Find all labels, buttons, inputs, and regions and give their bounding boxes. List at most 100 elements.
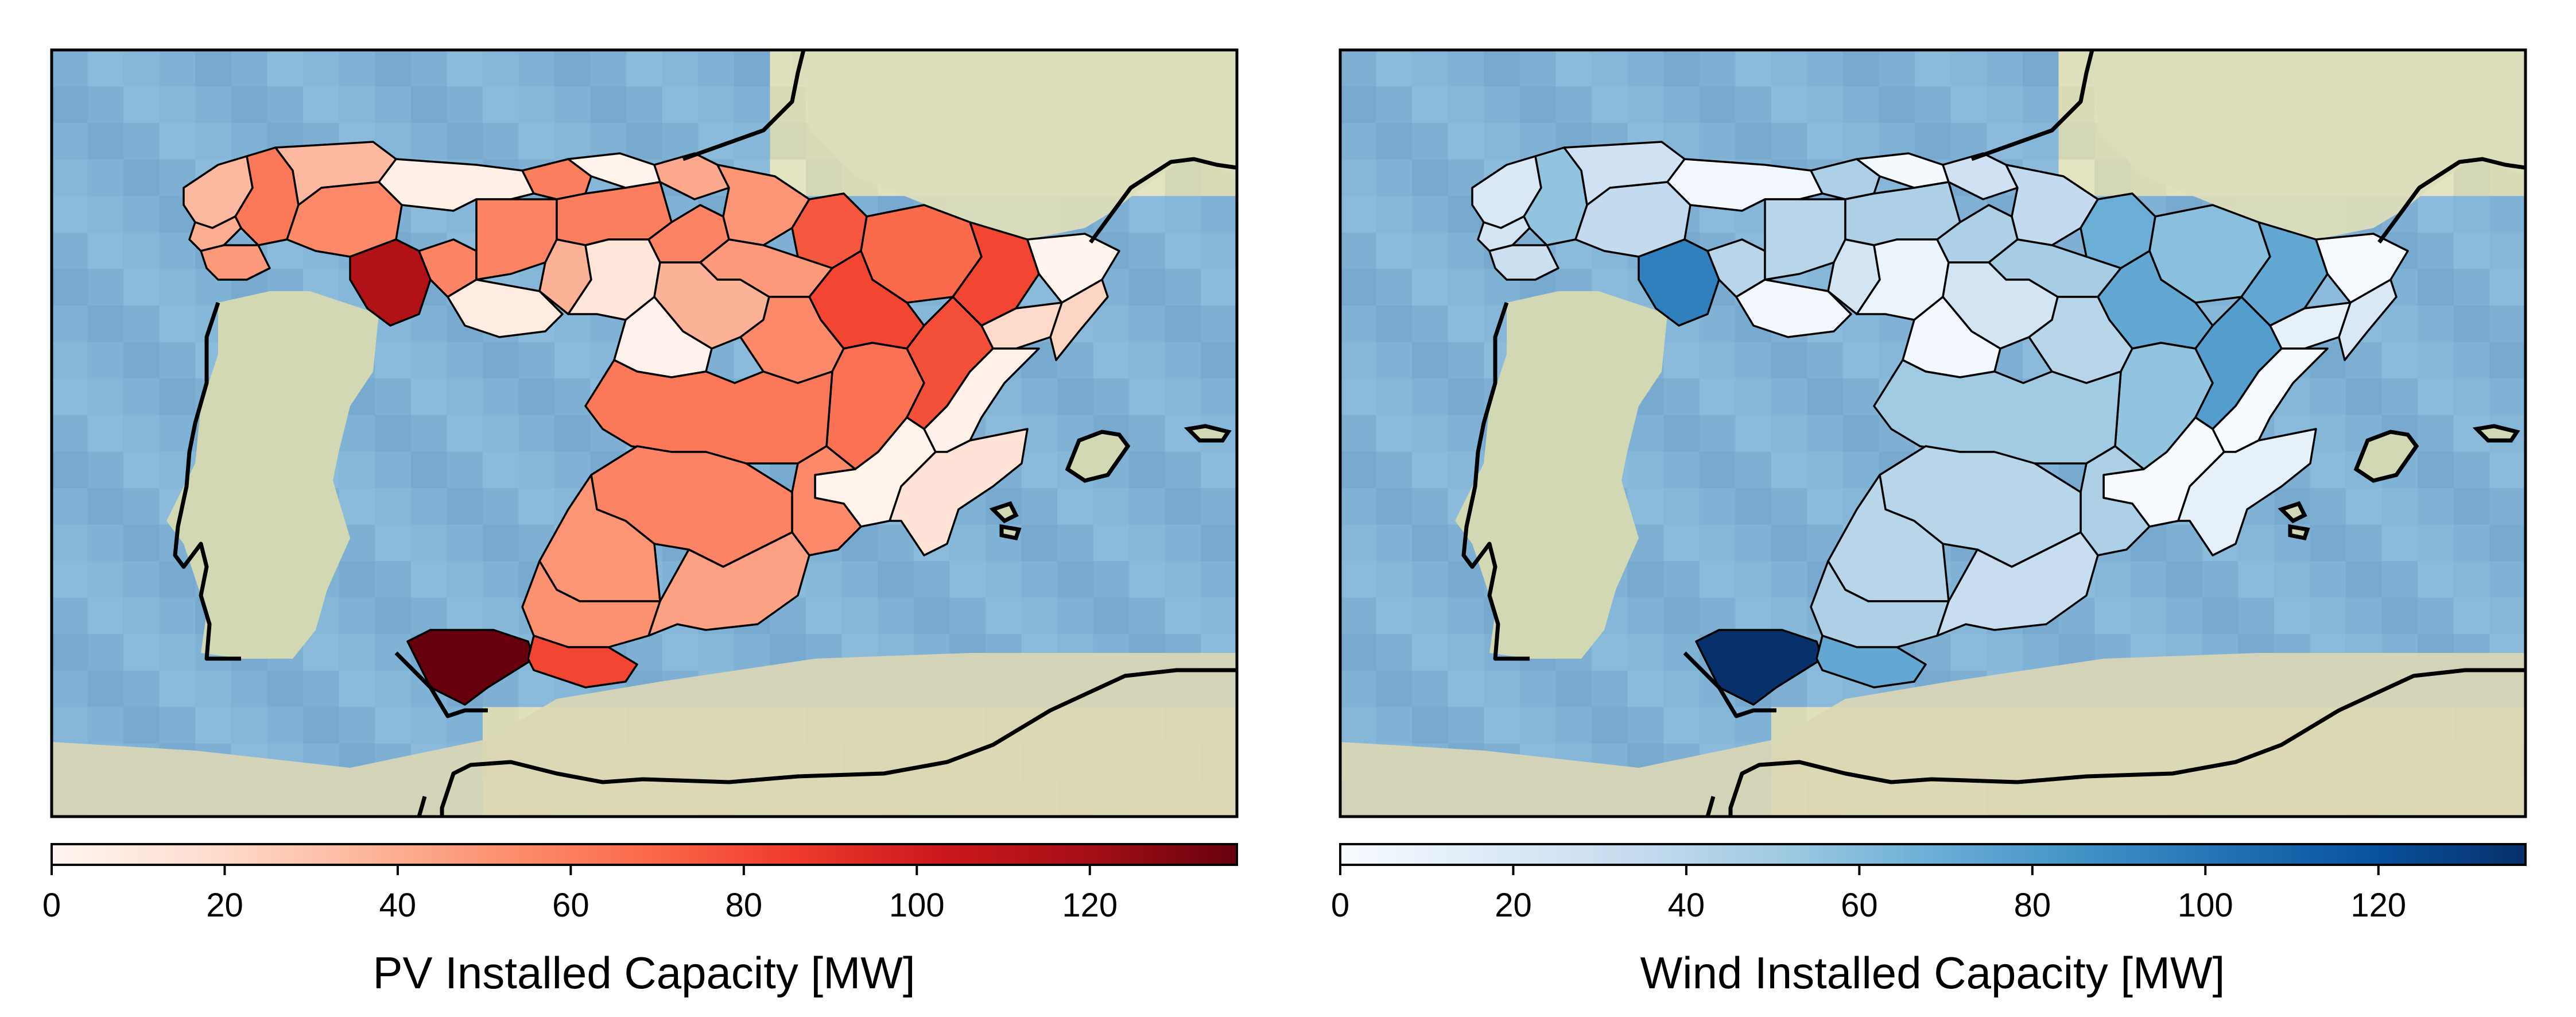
basemap-tile (52, 597, 88, 635)
basemap-tile (1201, 451, 1237, 489)
basemap-tile (1771, 597, 1808, 635)
basemap-tile (1592, 670, 1628, 708)
basemap-tile (1771, 378, 1808, 416)
basemap-tile (1021, 561, 1058, 598)
basemap-tile (1843, 342, 1880, 380)
basemap-tile (1807, 415, 1844, 453)
basemap-tile (1448, 707, 1485, 744)
basemap-tile (1129, 232, 1166, 270)
basemap-tile (1021, 451, 1058, 489)
colorbar-tick-label: 40 (379, 887, 417, 924)
basemap-tile (518, 378, 556, 416)
basemap-tile (1340, 378, 1377, 416)
colorbar-tick-label: 100 (2178, 887, 2233, 924)
basemap-tile (2130, 597, 2167, 635)
basemap-tile (447, 524, 483, 562)
province-region (200, 244, 271, 281)
basemap-tile (2094, 159, 2131, 197)
basemap-tile (410, 50, 448, 87)
basemap-tile (1165, 342, 1202, 380)
basemap-tile (195, 123, 232, 160)
basemap-tile (2418, 306, 2454, 343)
basemap-tile (482, 451, 519, 489)
pv-colorbar-title: PV Installed Capacity [MW] (373, 948, 915, 998)
basemap-tile (87, 123, 125, 160)
basemap-tile (1627, 451, 1665, 489)
basemap-tile (1376, 707, 1413, 744)
basemap-tile (1412, 707, 1449, 744)
basemap-tile (1376, 50, 1413, 87)
basemap-tile (123, 232, 160, 270)
basemap-tile (339, 670, 376, 708)
basemap-tile (1057, 524, 1094, 562)
basemap-tile (1412, 488, 1449, 525)
basemap-tile (1448, 634, 1485, 671)
basemap-tile (410, 707, 448, 744)
basemap-tile (554, 123, 591, 160)
basemap-tile (1771, 451, 1808, 489)
basemap-tile (1735, 561, 1772, 598)
basemap-tile (1735, 488, 1772, 525)
basemap-tile (2022, 634, 2059, 671)
basemap-tile (2418, 342, 2454, 380)
basemap-tile (1663, 597, 1700, 635)
basemap-tile (554, 50, 591, 87)
basemap-tile (1519, 50, 1557, 87)
basemap-tile (2381, 306, 2419, 343)
basemap-tile (159, 306, 196, 343)
basemap-tile (949, 524, 986, 562)
basemap-tile (518, 415, 556, 453)
basemap-tile (52, 415, 88, 453)
basemap-tile (626, 86, 663, 124)
basemap-tile (1165, 451, 1202, 489)
basemap-tile (1663, 670, 1700, 708)
basemap-tile (554, 342, 591, 380)
basemap-tile (339, 488, 376, 525)
basemap-tile (1807, 670, 1844, 708)
basemap-tile (339, 86, 376, 124)
basemap-tile (1129, 342, 1166, 380)
wind-colorbar-ticks: 0 20 40 60 80 100 120 (1331, 865, 2406, 924)
basemap-tile (1201, 342, 1237, 380)
basemap-tile (447, 123, 483, 160)
basemap-tile (2022, 86, 2059, 124)
basemap-tile (806, 597, 843, 635)
basemap-tile (1807, 488, 1844, 525)
basemap-tile (52, 707, 88, 744)
basemap-tile (1093, 597, 1130, 635)
basemap-tile (1412, 269, 1449, 306)
basemap-tile (1129, 196, 1166, 233)
basemap-tile (87, 451, 125, 489)
basemap-tile (1340, 196, 1377, 233)
basemap-tile (1376, 342, 1413, 380)
colorbar-tick-label: 100 (889, 887, 945, 924)
basemap-tile (159, 123, 196, 160)
basemap-tile (339, 707, 376, 744)
basemap-tile (1057, 488, 1094, 525)
basemap-tile (159, 378, 196, 416)
basemap-tile (482, 561, 519, 598)
basemap-tile (52, 488, 88, 525)
basemap-tile (1592, 707, 1628, 744)
pv-map (50, 48, 1239, 818)
basemap-tile (1699, 415, 1736, 453)
basemap-tile (1376, 123, 1413, 160)
basemap-tile (159, 670, 196, 708)
basemap-tile (2489, 524, 2525, 562)
basemap-tile (1448, 123, 1485, 160)
basemap-tile (1340, 451, 1377, 489)
basemap-tile (1699, 342, 1736, 380)
basemap-tile (447, 561, 483, 598)
basemap-tile (518, 342, 556, 380)
basemap-tile (2418, 488, 2454, 525)
basemap-tile (1699, 378, 1736, 416)
basemap-tile (2489, 597, 2525, 635)
basemap-tile (482, 86, 519, 124)
province-region (647, 531, 810, 637)
province-region (923, 347, 1040, 453)
colorbar-tick-label: 0 (42, 887, 61, 924)
basemap-tile (2238, 561, 2275, 598)
basemap-tile (1699, 488, 1736, 525)
basemap-tile (1021, 524, 1058, 562)
basemap-tile (949, 561, 986, 598)
